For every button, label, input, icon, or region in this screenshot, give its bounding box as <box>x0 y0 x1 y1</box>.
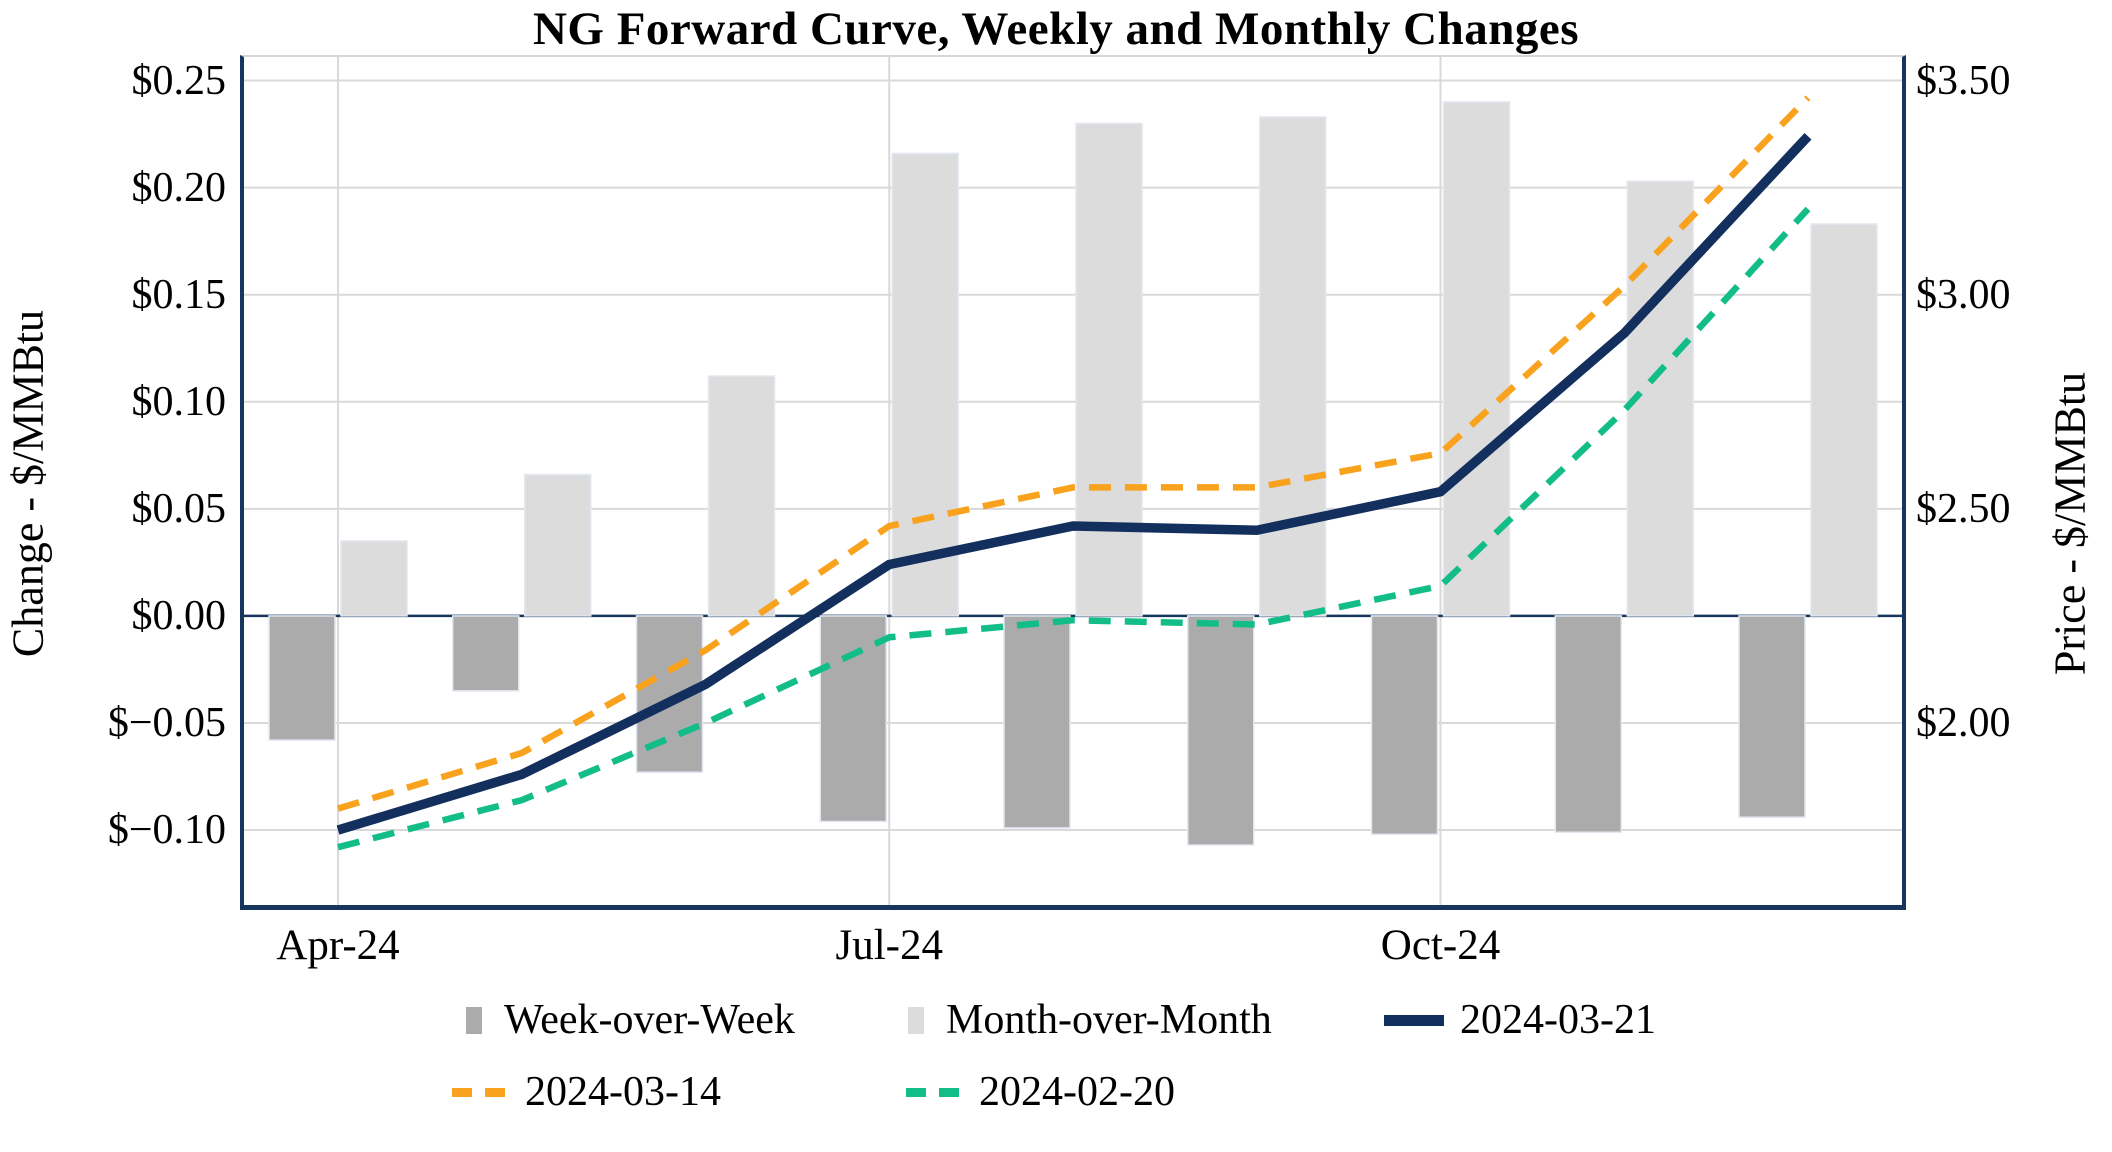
y-tick-label-left: $−0.10 <box>107 807 226 854</box>
y-tick-label-left: $0.25 <box>131 57 227 104</box>
legend-label: Week-over-Week <box>504 997 795 1043</box>
plot-area <box>240 55 1906 910</box>
legend-item-2024-03-21: 2024-03-21 <box>1384 992 1656 1048</box>
green-dashed-swatch <box>906 1087 959 1097</box>
y-tick-label-left: $0.10 <box>131 378 227 425</box>
right-axis-title: Price - $/MMBtu <box>2045 371 2095 676</box>
legend-label: Month-over-Month <box>946 997 1272 1043</box>
y-tick-label-left: $0.15 <box>131 271 227 318</box>
month-over-month-swatch <box>908 1006 924 1034</box>
y-tick-label-right: $2.50 <box>1916 485 2011 532</box>
solid-line-swatch <box>1384 1014 1444 1026</box>
legend-label: 2024-03-21 <box>1460 997 1656 1043</box>
legend-item-month-over-month: Month-over-Month <box>908 992 1272 1048</box>
y-tick-label-left: $0.20 <box>131 164 227 211</box>
y-tick-label-right: $3.00 <box>1916 271 2011 318</box>
y-tick-label-left: $0.05 <box>131 485 227 532</box>
x-tick-label: Jul-24 <box>835 922 944 969</box>
chart-canvas <box>244 57 1902 905</box>
legend-item-week-over-week: Week-over-Week <box>466 992 795 1048</box>
legend-label: 2024-02-20 <box>979 1069 1175 1115</box>
legend-item-2024-03-14: 2024-03-14 <box>452 1064 721 1120</box>
legend-label: 2024-03-14 <box>525 1069 721 1115</box>
chart-title: NG Forward Curve, Weekly and Monthly Cha… <box>532 3 1580 55</box>
y-tick-label-right: $2.00 <box>1916 699 2011 746</box>
week-over-week-swatch <box>466 1006 482 1034</box>
orange-dashed-swatch <box>452 1087 505 1097</box>
x-tick-label: Apr-24 <box>276 922 400 969</box>
x-tick-label: Oct-24 <box>1380 922 1501 969</box>
y-tick-label-right: $3.50 <box>1916 57 2011 104</box>
y-tick-label-left: $−0.05 <box>107 699 226 746</box>
legend-item-2024-02-20: 2024-02-20 <box>906 1064 1175 1120</box>
y-tick-label-left: $0.00 <box>131 592 227 639</box>
